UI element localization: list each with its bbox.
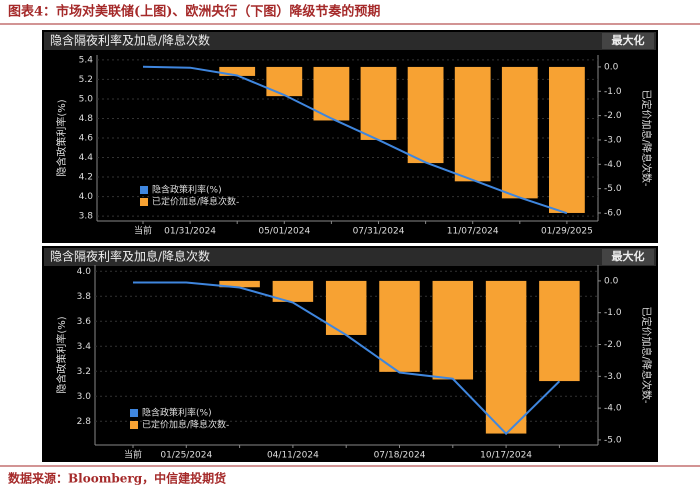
source-note: 数据来源：Bloomberg，中信建投期货 bbox=[8, 471, 226, 486]
x-tick-label: 01/31/2024 bbox=[164, 227, 216, 237]
legend-label: 已定价加息/降息次数- bbox=[142, 419, 229, 431]
bar bbox=[266, 66, 303, 97]
y-axis-title: 隐含政策利率(%) bbox=[55, 316, 68, 393]
legend-swatch bbox=[130, 421, 138, 429]
x-tick-label: 07/31/2024 bbox=[353, 227, 405, 237]
bar bbox=[219, 280, 260, 288]
maximize-label[interactable]: 最大化 bbox=[612, 33, 645, 47]
line-series bbox=[142, 65, 568, 215]
y-tick-label: 3.6 bbox=[77, 317, 92, 327]
bar bbox=[432, 280, 474, 380]
legend-label: 隐含政策利率(%) bbox=[152, 184, 222, 196]
x-tick-label: 11/07/2024 bbox=[447, 227, 499, 237]
y-tick-label: 3.0 bbox=[77, 392, 92, 402]
y-tick-label: 3.4 bbox=[77, 342, 92, 352]
y-tick-label: 2.8 bbox=[77, 417, 92, 427]
y-tick-label: 3.8 bbox=[77, 292, 92, 302]
maximize-button[interactable] bbox=[602, 33, 654, 49]
bar bbox=[219, 66, 256, 76]
figure-title: 图表4：市场对美联储(上图)、欧洲央行（下图）降级节奏的预期 bbox=[8, 4, 380, 20]
maximize-button[interactable] bbox=[602, 249, 654, 265]
y-tick-label: 4.2 bbox=[79, 173, 93, 183]
x-tick-label: 01/25/2024 bbox=[160, 451, 212, 461]
x-tick-label: 10/17/2024 bbox=[480, 451, 532, 461]
bar bbox=[379, 280, 420, 372]
y2-tick-label: 0.0 bbox=[604, 276, 619, 286]
bar bbox=[539, 280, 580, 382]
legend-swatch bbox=[140, 186, 148, 194]
panel-title-bar bbox=[44, 248, 656, 266]
y2-tick-label: 0.0 bbox=[604, 62, 619, 72]
y-tick-label: 4.8 bbox=[79, 114, 94, 124]
y-tick-label: 5.0 bbox=[79, 94, 94, 104]
panel-title: 隐含隔夜利率及加息/降息次数 bbox=[50, 249, 210, 264]
x-tick-label: 07/18/2024 bbox=[374, 451, 426, 461]
y-tick-label: 3.8 bbox=[79, 212, 94, 222]
y2-tick-label: -4.0 bbox=[604, 160, 622, 170]
bar bbox=[454, 66, 491, 182]
y-tick-label: 4.4 bbox=[79, 153, 94, 163]
legend-label: 隐含政策利率(%) bbox=[142, 407, 212, 419]
y2-tick-label: -1.0 bbox=[604, 87, 622, 97]
bar bbox=[501, 66, 538, 199]
x-tick-label: 当前 bbox=[134, 225, 152, 237]
bar bbox=[549, 66, 585, 213]
y-tick-label: 5.4 bbox=[79, 55, 94, 65]
panel-title: 隐含隔夜利率及加息/降息次数 bbox=[50, 33, 210, 48]
y2-axis-title: 已定价加息/降息次数- bbox=[640, 90, 653, 187]
y2-tick-label: -2.0 bbox=[604, 340, 622, 350]
y-tick-label: 4.6 bbox=[79, 134, 94, 144]
y-axis-title: 隐含政策利率(%) bbox=[55, 99, 68, 176]
y2-tick-label: -1.0 bbox=[604, 308, 622, 318]
x-tick-label: 05/01/2024 bbox=[258, 227, 310, 237]
y2-tick-label: -3.0 bbox=[604, 135, 622, 145]
panel-title-bar bbox=[44, 32, 656, 50]
x-tick-label: 当前 bbox=[124, 449, 142, 461]
y-tick-label: 4.0 bbox=[77, 267, 92, 277]
y2-tick-label: -4.0 bbox=[604, 404, 622, 414]
maximize-label[interactable]: 最大化 bbox=[612, 249, 645, 263]
line-series bbox=[133, 281, 561, 436]
legend-swatch bbox=[130, 409, 138, 417]
y2-axis-title: 已定价加息/降息次数- bbox=[640, 307, 653, 404]
bar bbox=[485, 280, 527, 434]
legend-swatch bbox=[140, 198, 148, 206]
y2-tick-label: -5.0 bbox=[604, 435, 622, 445]
y2-tick-label: -3.0 bbox=[604, 372, 622, 382]
bar bbox=[360, 66, 397, 140]
x-tick-label: 01/29/2025 bbox=[541, 227, 593, 237]
bar bbox=[272, 280, 314, 302]
legend-label: 已定价加息/降息次数- bbox=[152, 196, 239, 208]
y-tick-label: 4.0 bbox=[79, 192, 94, 202]
y-tick-label: 3.2 bbox=[77, 367, 91, 377]
y2-tick-label: -5.0 bbox=[604, 184, 622, 194]
y-tick-label: 5.2 bbox=[79, 75, 93, 85]
y2-tick-label: -6.0 bbox=[604, 208, 622, 218]
y2-tick-label: -2.0 bbox=[604, 111, 622, 121]
x-tick-label: 04/11/2024 bbox=[267, 451, 319, 461]
bar bbox=[407, 66, 444, 164]
